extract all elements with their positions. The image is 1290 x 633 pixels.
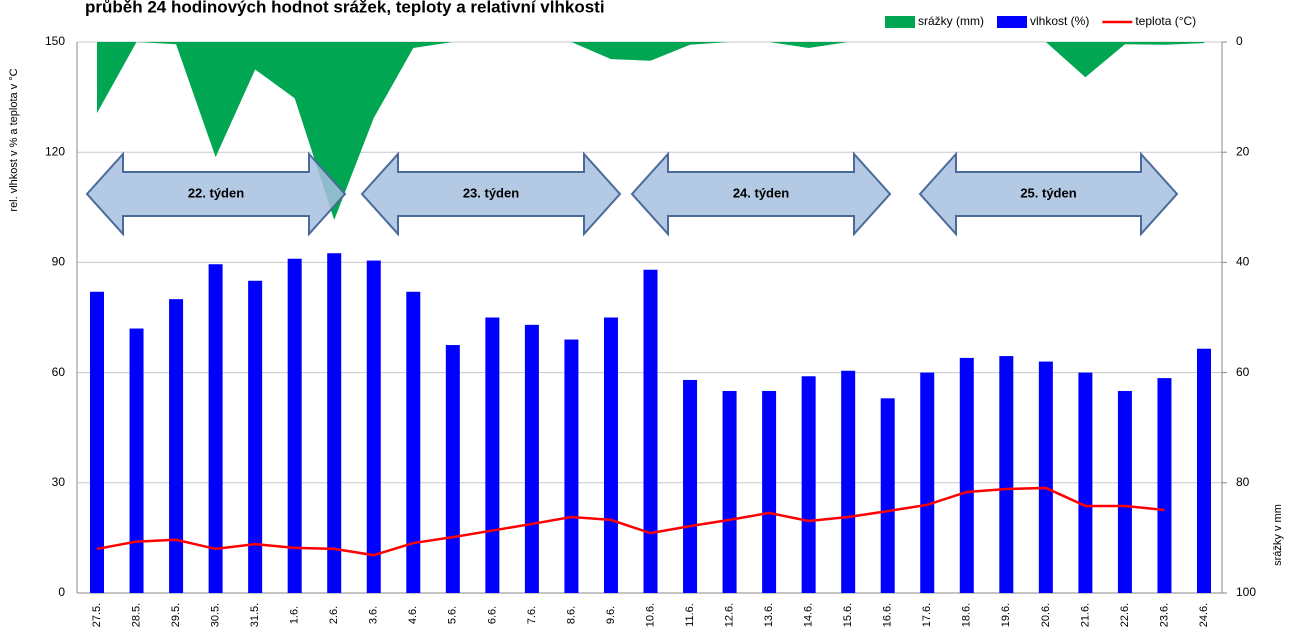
x-tick-label: 28.5. xyxy=(130,603,142,627)
bar xyxy=(1157,378,1172,593)
legend-swatch xyxy=(997,16,1027,28)
bar xyxy=(248,280,263,593)
bar xyxy=(208,264,223,593)
x-tick-label: 7.6. xyxy=(526,606,538,624)
x-tick-label: 2.6. xyxy=(328,606,340,624)
x-tick-label: 22.6. xyxy=(1119,603,1131,627)
legend-swatch xyxy=(885,16,915,28)
bar xyxy=(129,328,144,593)
x-tick-label: 3.6. xyxy=(368,606,380,624)
bar xyxy=(841,370,856,593)
bar xyxy=(603,317,618,593)
x-tick-label: 20.6. xyxy=(1040,603,1052,627)
y-tick-label: 60 xyxy=(52,365,66,379)
y2-tick-label: 40 xyxy=(1236,255,1250,269)
bar xyxy=(366,260,381,593)
x-tick-label: 11.6. xyxy=(684,603,696,627)
bar xyxy=(683,379,698,593)
y2-tick-label: 20 xyxy=(1236,144,1250,158)
bar xyxy=(999,356,1014,593)
x-tick-label: 1.6. xyxy=(289,606,301,624)
legend-label: vlhkost (%) xyxy=(1030,14,1089,28)
bar xyxy=(643,269,658,593)
bar xyxy=(1117,390,1132,593)
week-arrow xyxy=(360,151,622,237)
bar xyxy=(445,345,460,593)
x-tick-label: 10.6. xyxy=(644,603,656,627)
bar xyxy=(920,372,935,593)
x-tick-label: 27.5. xyxy=(91,603,103,627)
bar xyxy=(801,376,816,593)
y-tick-label: 30 xyxy=(52,475,66,489)
x-tick-label: 29.5. xyxy=(170,603,182,627)
x-tick-label: 9.6. xyxy=(605,606,617,624)
legend-label: srážky (mm) xyxy=(918,14,984,28)
bar xyxy=(406,291,421,593)
bar xyxy=(959,357,974,593)
x-tick-label: 5.6. xyxy=(447,606,459,624)
bar xyxy=(762,390,777,593)
chart-title: průběh 24 hodinových hodnot srážek, tepl… xyxy=(85,0,605,16)
week-arrow xyxy=(85,151,347,237)
x-tick-label: 30.5. xyxy=(210,603,222,627)
x-tick-label: 6.6. xyxy=(486,606,498,624)
x-tick-label: 31.5. xyxy=(249,603,261,627)
y2-axis-label: srážky v mm xyxy=(1272,504,1284,566)
week-arrow xyxy=(630,151,892,237)
week-label: 25. týden xyxy=(1020,185,1076,200)
bar xyxy=(90,291,104,593)
x-tick-label: 23.6. xyxy=(1158,603,1170,627)
area xyxy=(97,42,1204,220)
y-tick-label: 150 xyxy=(45,34,65,48)
y-tick-label: 90 xyxy=(52,255,66,269)
x-tick-label: 15.6. xyxy=(842,603,854,627)
x-tick-label: 13.6. xyxy=(763,603,775,627)
line xyxy=(96,486,1165,557)
week-label: 23. týden xyxy=(463,185,519,200)
bar xyxy=(169,299,184,593)
x-tick-label: 21.6. xyxy=(1079,603,1091,627)
bar xyxy=(880,398,895,593)
week-label: 22. týden xyxy=(188,185,244,200)
week-arrow xyxy=(918,151,1179,237)
x-tick-label: 8.6. xyxy=(565,606,577,624)
y-tick-label: 120 xyxy=(45,144,65,158)
x-tick-label: 17.6. xyxy=(921,603,933,627)
x-tick-label: 4.6. xyxy=(407,606,419,624)
bar xyxy=(327,253,342,593)
bar xyxy=(1197,348,1211,593)
y-tick-label: 0 xyxy=(58,585,65,599)
bar xyxy=(287,258,302,593)
x-tick-label: 16.6. xyxy=(882,603,894,627)
y-axis-label: rel. vlhkost v % a teplota v °C xyxy=(8,68,20,211)
bar xyxy=(1078,372,1093,593)
legend-label: teplota (°C) xyxy=(1135,14,1196,28)
bar xyxy=(1038,361,1053,593)
week-label: 24. týden xyxy=(733,185,789,200)
y2-tick-label: 80 xyxy=(1236,475,1250,489)
x-tick-label: 24.6. xyxy=(1198,603,1210,627)
x-tick-label: 19.6. xyxy=(1000,603,1012,627)
x-tick-label: 18.6. xyxy=(961,603,973,627)
y2-tick-label: 0 xyxy=(1236,34,1243,48)
bar xyxy=(485,317,500,593)
bar xyxy=(564,339,579,593)
x-tick-label: 14.6. xyxy=(803,603,815,627)
bar xyxy=(722,390,737,593)
bar xyxy=(524,324,539,593)
y2-tick-label: 100 xyxy=(1236,585,1256,599)
y2-tick-label: 60 xyxy=(1236,365,1250,379)
x-tick-label: 12.6. xyxy=(723,603,735,627)
